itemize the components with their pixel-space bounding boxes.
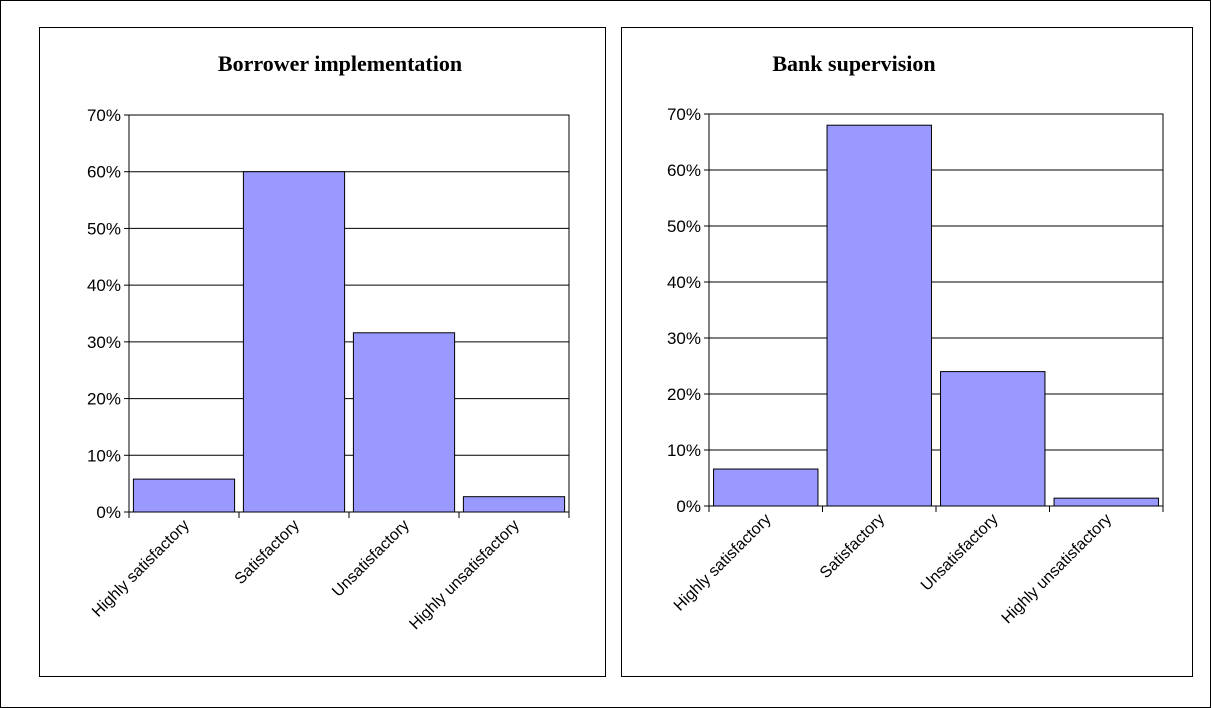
- y-tick-label: 70%: [667, 105, 701, 124]
- x-category-label: Highly unsatisfactory: [999, 511, 1115, 627]
- chart-title: Borrower implementation: [218, 51, 462, 76]
- x-category-label: Highly satisfactory: [671, 511, 775, 615]
- bar-highly-satisfactory: [132, 478, 236, 513]
- chart-title: Bank supervision: [772, 51, 935, 76]
- bar-satisfactory: [242, 171, 346, 513]
- y-tick-label: 60%: [667, 161, 701, 180]
- y-tick-label: 30%: [87, 333, 121, 352]
- borrower-implementation-svg: Borrower implementation 0% 10% 20% 30% 40% 50…: [87, 51, 570, 633]
- x-category-label: Satisfactory: [817, 511, 888, 582]
- y-tick-label: 10%: [667, 441, 701, 460]
- y-tick-label: 50%: [667, 217, 701, 236]
- bar-unsatisfactory: [352, 332, 456, 513]
- y-tick-label: 40%: [87, 276, 121, 295]
- bank-supervision-svg: Bank supervision 0% 10% 20% 30% 40% 50% 60% 70%…: [667, 51, 1164, 627]
- x-category-label: Unsatisfactory: [329, 517, 413, 601]
- plot-area: [128, 114, 570, 513]
- borrower-implementation-chart: Borrower implementation 0% 10% 20% 30% 40% 50…: [39, 27, 606, 677]
- bar-highly-unsatisfactory: [1053, 497, 1159, 507]
- bar-highly-satisfactory: [713, 468, 819, 507]
- y-tick-label: 0%: [676, 497, 701, 516]
- bar-satisfactory: [826, 124, 932, 507]
- bar-highly-unsatisfactory: [462, 496, 566, 513]
- x-category-label: Satisfactory: [232, 517, 303, 588]
- y-tick-label: 70%: [87, 106, 121, 125]
- bank-supervision-chart: Bank supervision 0% 10% 20% 30% 40% 50% 60% 70%…: [621, 27, 1193, 677]
- x-category-label: Highly unsatisfactory: [406, 517, 522, 633]
- y-tick-label: 20%: [667, 385, 701, 404]
- y-tick-label: 0%: [96, 503, 121, 522]
- x-category-label: Highly satisfactory: [89, 517, 193, 621]
- y-tick-label: 50%: [87, 219, 121, 238]
- y-tick-label: 20%: [87, 390, 121, 409]
- plot-area: [708, 113, 1164, 507]
- x-category-label: Unsatisfactory: [918, 511, 1002, 595]
- y-tick-label: 60%: [87, 163, 121, 182]
- y-tick-label: 30%: [667, 329, 701, 348]
- y-tick-label: 40%: [667, 273, 701, 292]
- bar-unsatisfactory: [940, 371, 1046, 507]
- y-tick-label: 10%: [87, 446, 121, 465]
